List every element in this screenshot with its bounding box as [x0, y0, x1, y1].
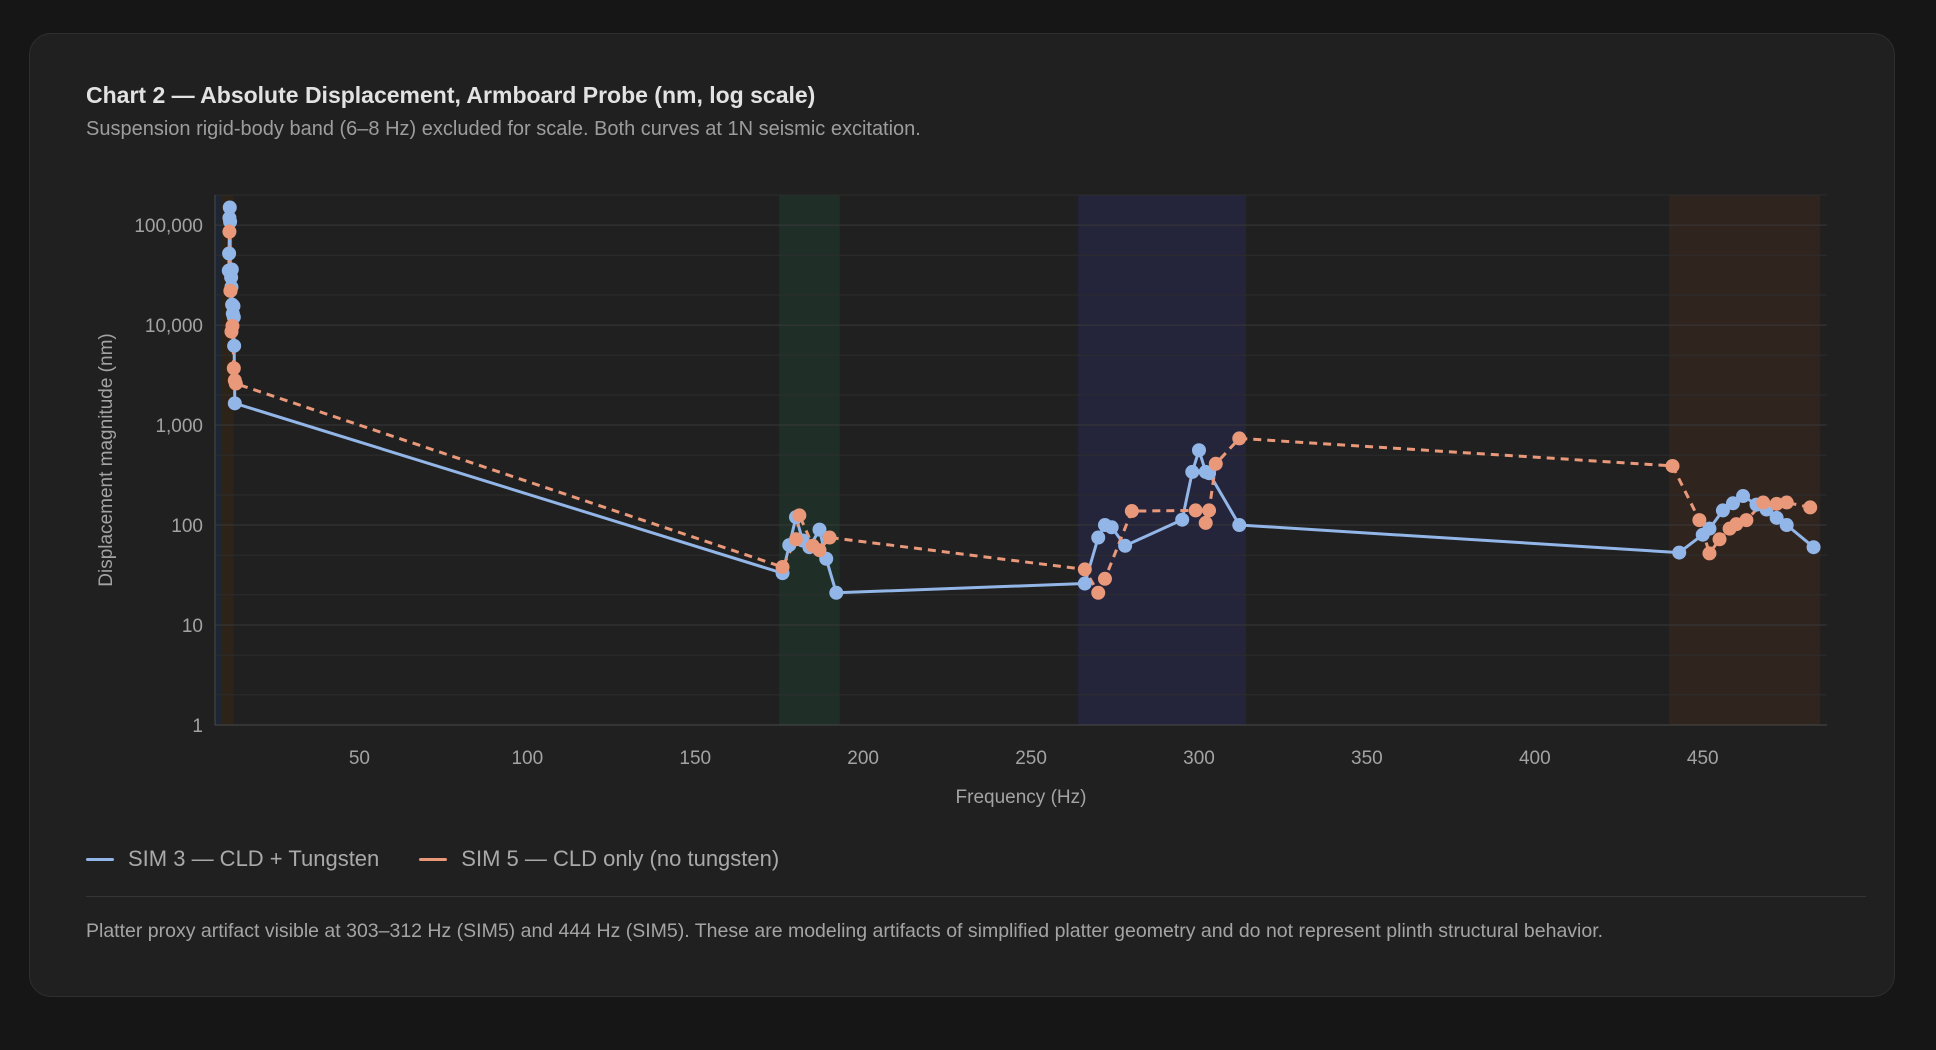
- legend: SIM 3 — CLD + Tungsten SIM 5 — CLD only …: [86, 846, 779, 872]
- data-point-sim3: [222, 246, 237, 261]
- data-point-sim5: [775, 560, 790, 575]
- data-point-sim5: [1756, 495, 1771, 510]
- legend-label-sim3: SIM 3 — CLD + Tungsten: [128, 846, 380, 871]
- highlight-band-2: [779, 195, 840, 725]
- data-point-sim3: [1806, 540, 1821, 555]
- data-point-sim3: [1104, 520, 1119, 535]
- data-point-sim5: [222, 224, 237, 239]
- y-tick-label: 100,000: [134, 216, 203, 237]
- data-point-sim3: [1185, 464, 1200, 479]
- series-line-sim3: [227, 206, 1815, 595]
- data-point-sim3: [1672, 545, 1687, 560]
- x-tick-label: 350: [1351, 748, 1383, 769]
- y-tick-label: 10: [182, 616, 203, 637]
- data-point-sim3: [227, 338, 242, 353]
- data-point-sim5: [1097, 571, 1112, 586]
- y-axis-label: Displacement magnitude (nm): [96, 333, 117, 586]
- highlight-band-0: [221, 195, 234, 725]
- data-point-sim3: [1232, 518, 1247, 533]
- series-line-sim5: [227, 231, 1811, 595]
- data-point-sim5: [1692, 513, 1707, 528]
- data-point-sim3: [222, 200, 237, 215]
- data-point-sim5: [226, 361, 241, 376]
- data-point-sim5: [1198, 515, 1213, 530]
- data-point-sim5: [1779, 495, 1794, 510]
- data-point-sim3: [1736, 489, 1751, 504]
- x-tick-label: 400: [1519, 748, 1551, 769]
- data-point-sim3: [1769, 510, 1784, 525]
- legend-item-sim5[interactable]: SIM 5 — CLD only (no tungsten): [419, 846, 779, 872]
- data-point-sim5: [792, 508, 807, 523]
- data-point-sim5: [223, 283, 238, 298]
- data-point-sim5: [228, 376, 243, 391]
- data-point-sim5: [822, 530, 837, 545]
- x-axis-label: Frequency (Hz): [956, 787, 1087, 808]
- data-point-sim5: [1091, 585, 1106, 600]
- data-point-sim3: [1175, 512, 1190, 527]
- divider: [86, 896, 1866, 897]
- data-point-sim5: [812, 543, 827, 558]
- x-tick-label: 200: [847, 748, 879, 769]
- x-tick-label: 100: [511, 748, 543, 769]
- data-point-sim3: [1725, 496, 1740, 511]
- data-point-sim5: [1232, 431, 1247, 446]
- chart-subtitle: Suspension rigid-body band (6–8 Hz) excl…: [86, 118, 921, 140]
- data-point-sim5: [1124, 504, 1139, 519]
- data-point-sim3: [1779, 518, 1794, 533]
- data-point-sim3: [224, 262, 239, 277]
- x-tick-label: 300: [1183, 748, 1215, 769]
- data-point-sim5: [1712, 532, 1727, 547]
- x-tick-label: 250: [1015, 748, 1047, 769]
- y-tick-label: 1,000: [155, 416, 203, 437]
- footnote: Platter proxy artifact visible at 303–31…: [86, 920, 1604, 942]
- data-point-sim3: [812, 522, 827, 537]
- data-point-sim5: [225, 318, 240, 333]
- y-tick-label: 1: [192, 716, 203, 737]
- y-tick-label: 100: [171, 516, 203, 537]
- data-point-sim5: [788, 532, 803, 547]
- legend-label-sim5: SIM 5 — CLD only (no tungsten): [461, 846, 780, 871]
- legend-swatch-sim5: [419, 857, 448, 861]
- data-point-sim5: [1077, 562, 1092, 577]
- data-point-sim3: [829, 585, 844, 600]
- highlight-band-4: [1669, 195, 1821, 725]
- data-point-sim3: [1191, 443, 1206, 458]
- legend-swatch-sim3: [86, 857, 114, 861]
- data-point-sim3: [226, 299, 241, 314]
- x-tick-label: 50: [349, 748, 370, 769]
- y-tick-label: 10,000: [145, 316, 203, 337]
- data-point-sim5: [1739, 513, 1754, 528]
- data-point-sim5: [1188, 503, 1203, 518]
- data-point-sim5: [1665, 458, 1680, 473]
- x-tick-label: 450: [1687, 748, 1719, 769]
- data-point-sim5: [1803, 500, 1818, 515]
- legend-item-sim3[interactable]: SIM 3 — CLD + Tungsten: [86, 846, 379, 872]
- data-point-sim3: [1715, 503, 1730, 518]
- data-point-sim3: [1702, 521, 1717, 536]
- x-tick-label: 150: [679, 748, 711, 769]
- data-point-sim3: [1118, 538, 1133, 553]
- data-point-sim5: [1208, 456, 1223, 471]
- data-point-sim5: [1202, 503, 1217, 518]
- data-point-sim3: [227, 396, 242, 411]
- data-point-sim5: [1702, 546, 1717, 561]
- highlight-band-1: [215, 195, 222, 725]
- chart-title: Chart 2 — Absolute Displacement, Armboar…: [86, 82, 816, 108]
- data-point-sim3: [1077, 576, 1092, 591]
- chart-card: Chart 2 — Absolute Displacement, Armboar…: [29, 33, 1895, 997]
- data-point-sim3: [1091, 530, 1106, 545]
